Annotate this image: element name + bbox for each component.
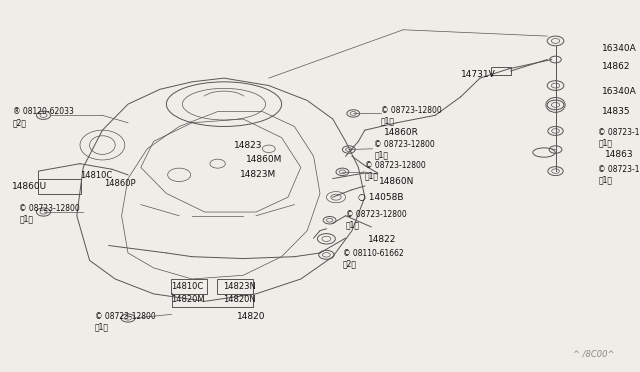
Text: 14823N: 14823N [223, 282, 255, 291]
Text: 14862: 14862 [602, 62, 630, 71]
Text: © 08723-12800
（1）: © 08723-12800 （1） [19, 204, 80, 224]
Text: 14820: 14820 [237, 312, 266, 321]
Text: © 08723-12800
（1）: © 08723-12800 （1） [95, 312, 156, 331]
Text: © 08723-12800
（1）: © 08723-12800 （1） [346, 210, 406, 229]
Text: 14835: 14835 [602, 107, 630, 116]
Text: © 08723-12000
（1）: © 08723-12000 （1） [598, 165, 640, 185]
Text: © 08110-61662
（2）: © 08110-61662 （2） [343, 249, 404, 268]
Text: ® 08120-62033
（2）: ® 08120-62033 （2） [13, 108, 74, 127]
Text: ○ 14058B: ○ 14058B [358, 193, 404, 202]
Text: © 08723-12800
（1）: © 08723-12800 （1） [381, 106, 442, 125]
Text: 14820M: 14820M [172, 295, 205, 304]
Text: 14823: 14823 [234, 141, 262, 150]
Text: 14860R: 14860R [384, 128, 419, 137]
Text: 14822: 14822 [368, 235, 396, 244]
Text: 14810C: 14810C [80, 171, 112, 180]
Text: © 08723-12800
（1）: © 08723-12800 （1） [365, 161, 426, 181]
Text: 14860U: 14860U [12, 182, 47, 191]
Text: © 08723-12000
（1）: © 08723-12000 （1） [598, 128, 640, 147]
Text: 14820N: 14820N [223, 295, 255, 304]
Text: 16340A: 16340A [602, 87, 636, 96]
Text: 14810C: 14810C [172, 282, 204, 291]
Text: 14860P: 14860P [104, 179, 135, 187]
Text: 14823M: 14823M [240, 170, 276, 179]
Text: 14860N: 14860N [379, 177, 414, 186]
Text: ^ /8C00^: ^ /8C00^ [573, 350, 614, 359]
Text: 14731V: 14731V [461, 70, 495, 79]
Text: 16340A: 16340A [602, 44, 636, 53]
Text: 14863: 14863 [605, 150, 634, 159]
Text: 14860M: 14860M [246, 155, 283, 164]
Text: © 08723-12800
（1）: © 08723-12800 （1） [374, 140, 435, 159]
